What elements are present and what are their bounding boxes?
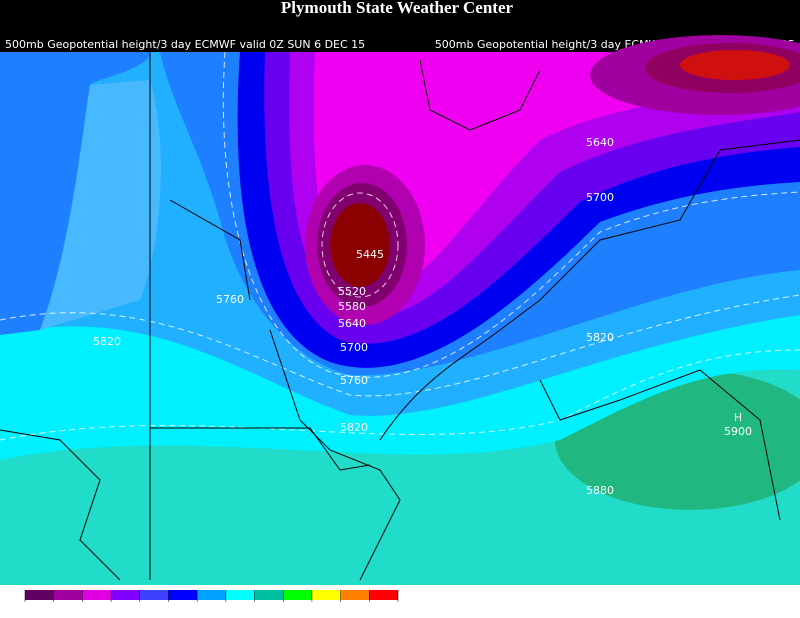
colorbar-swatch <box>25 590 54 600</box>
field-layer <box>40 80 161 330</box>
colorbar-label: 5700 <box>302 605 322 614</box>
contour <box>0 349 800 441</box>
contour <box>0 294 800 397</box>
map <box>0 35 800 585</box>
colorbar-label: 4980 <box>72 605 92 614</box>
contour-labels: 5445 5520 5580 5640 5700 5760 5820 5760 5820 5640… <box>93 136 752 497</box>
contour-label: 5580 <box>338 300 366 313</box>
colorbar-label: 5520 <box>244 605 264 614</box>
field-layer <box>0 52 150 335</box>
contour-label: 5760 <box>216 293 244 306</box>
field-layer <box>680 50 790 80</box>
contour-label: 5640 <box>338 317 366 330</box>
coastline <box>539 369 781 521</box>
contour-label: 5880 <box>586 484 614 497</box>
colorbar-label: 5790 <box>330 605 350 614</box>
contour-label: 5700 <box>586 191 614 204</box>
high-marker: H <box>734 411 742 424</box>
border <box>150 427 371 471</box>
colorbar-label: 5070 <box>101 605 121 614</box>
colorbar-swatch <box>225 590 255 600</box>
colorbar-swatch <box>254 590 284 600</box>
contour <box>321 192 399 298</box>
colorbar-swatch <box>139 590 169 600</box>
colorbar-swatch <box>340 590 370 600</box>
contour-label: 5700 <box>340 341 368 354</box>
boundaries <box>0 52 800 581</box>
border <box>0 429 121 581</box>
colorbar: 4800 4890 4980 5070 5160 5250 5340 5430 5520 5610… <box>15 590 408 614</box>
colorbar-label: 5250 <box>158 605 178 614</box>
colorbar-swatch <box>53 590 83 600</box>
contours <box>0 51 800 441</box>
colorbar-label: 4800 <box>15 605 35 614</box>
colorbar-swatch <box>82 590 112 600</box>
colorbar-swatch <box>197 590 226 600</box>
contour-label: 5820 <box>93 335 121 348</box>
colorbar-label: 5970 <box>388 605 408 614</box>
colorbar-swatch <box>283 590 312 600</box>
colorbar-label: 5610 <box>273 605 293 614</box>
colorbar-swatch <box>369 590 398 600</box>
contour-label: 5820 <box>340 421 368 434</box>
contour-label: 5820 <box>586 331 614 344</box>
colorbar-label: 5430 <box>216 605 236 614</box>
subtitle-left: 500mb Geopotential height/3 day ECMWF va… <box>5 38 365 51</box>
coastline <box>269 329 401 581</box>
contour-label: 5520 <box>338 285 366 298</box>
colorbar-swatch <box>111 590 140 600</box>
contour-label: 5900 <box>724 425 752 438</box>
border <box>169 199 251 301</box>
contour <box>222 51 800 378</box>
contour-label: 5760 <box>340 374 368 387</box>
colorbar-swatch <box>311 590 341 600</box>
coastline <box>419 59 541 131</box>
colorbar-label: 5880 <box>359 605 379 614</box>
colorbar-label: 5160 <box>130 605 150 614</box>
colorbar-swatch <box>168 590 198 600</box>
field-layer <box>330 203 390 287</box>
colorbar-label: 5340 <box>187 605 207 614</box>
colorbar-label: 4890 <box>44 605 64 614</box>
contour-label: 5640 <box>586 136 614 149</box>
coastline <box>379 139 800 441</box>
title: Plymouth State Weather Center <box>281 0 514 17</box>
contour-label: 5445 <box>356 248 384 261</box>
